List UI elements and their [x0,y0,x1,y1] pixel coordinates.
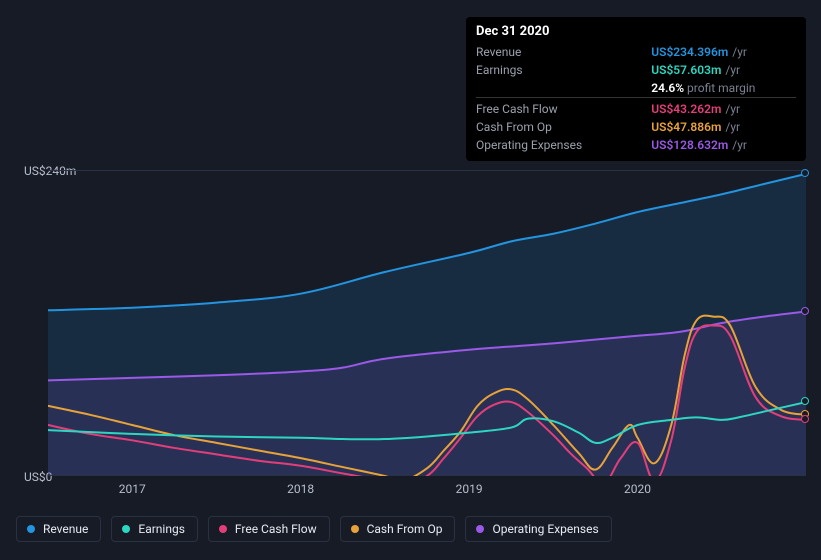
legend-label: Earnings [138,522,185,536]
tooltip-row-label: Free Cash Flow [476,98,651,119]
chart-tooltip: Dec 31 2020 RevenueUS$234.396m/yrEarning… [466,17,806,161]
chart-legend: Revenue Earnings Free Cash Flow Cash From O… [16,516,612,542]
legend-item[interactable]: Free Cash Flow [208,516,330,542]
legend-dot-icon [27,525,35,533]
legend-label: Free Cash Flow [235,522,317,536]
legend-dot-icon [351,525,359,533]
legend-item[interactable]: Earnings [111,516,198,542]
x-axis-tick: 2018 [271,482,331,496]
chart-svg [48,170,806,476]
x-axis-tick: 2019 [439,482,499,496]
tooltip-row-sub: 24.6% profit margin [651,79,796,98]
tooltip-row-value: US$47.886m/yr [651,118,796,136]
tooltip-row-label: Cash From Op [476,118,651,136]
tooltip-row-label: Earnings [476,61,651,79]
x-axis-tick: 2020 [608,482,668,496]
series-end-marker [801,307,809,315]
tooltip-row-value: US$234.396m/yr [651,43,796,61]
legend-item[interactable]: Revenue [16,516,101,542]
x-axis-tick: 2017 [102,482,162,496]
tooltip-row-value: US$128.632m/yr [651,136,796,154]
tooltip-date: Dec 31 2020 [476,23,796,41]
tooltip-table: RevenueUS$234.396m/yrEarningsUS$57.603m/… [476,43,796,155]
legend-label: Revenue [43,522,88,536]
financials-chart-page: Dec 31 2020 RevenueUS$234.396m/yrEarning… [0,0,821,560]
series-end-marker [801,169,809,177]
legend-label: Cash From Op [367,522,443,536]
tooltip-row-label: Operating Expenses [476,136,651,154]
legend-item[interactable]: Operating Expenses [465,516,611,542]
chart-plot-area [48,170,806,476]
legend-label: Operating Expenses [492,522,598,536]
series-end-marker [801,397,809,405]
legend-dot-icon [122,525,130,533]
tooltip-body: RevenueUS$234.396m/yrEarningsUS$57.603m/… [476,43,796,155]
tooltip-row-label: Revenue [476,43,651,61]
legend-dot-icon [219,525,227,533]
series-end-marker [801,415,809,423]
legend-item[interactable]: Cash From Op [340,516,456,542]
tooltip-row-value: US$43.262m/yr [651,98,796,119]
tooltip-row-value: US$57.603m/yr [651,61,796,79]
legend-dot-icon [476,525,484,533]
